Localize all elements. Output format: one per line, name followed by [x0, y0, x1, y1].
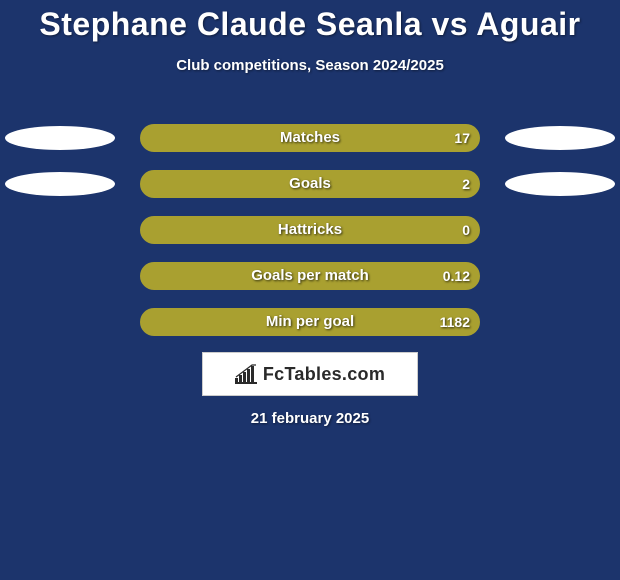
stat-row: Hattricks 0	[0, 216, 620, 244]
page-subtitle: Club competitions, Season 2024/2025	[0, 57, 620, 74]
brand-badge[interactable]: FcTables.com	[202, 352, 418, 396]
player-left-oval	[5, 172, 115, 196]
stat-value: 17	[140, 124, 470, 152]
stat-row: Goals 2	[0, 170, 620, 198]
date-label: 21 february 2025	[0, 410, 620, 427]
player-right-oval	[505, 172, 615, 196]
player-right-oval	[505, 126, 615, 150]
page-title: Stephane Claude Seanla vs Aguair	[0, 0, 620, 43]
stat-value: 1182	[140, 308, 470, 336]
stat-row: Matches 17	[0, 124, 620, 152]
stat-value: 0.12	[140, 262, 470, 290]
stat-row: Min per goal 1182	[0, 308, 620, 336]
player-left-oval	[5, 126, 115, 150]
stat-value: 0	[140, 216, 470, 244]
stats-container: Matches 17 Goals 2 Hattricks 0 Goals per…	[0, 124, 620, 354]
stat-row: Goals per match 0.12	[0, 262, 620, 290]
stat-value: 2	[140, 170, 470, 198]
bar-chart-icon	[235, 364, 257, 384]
brand-name: FcTables.com	[263, 364, 385, 385]
